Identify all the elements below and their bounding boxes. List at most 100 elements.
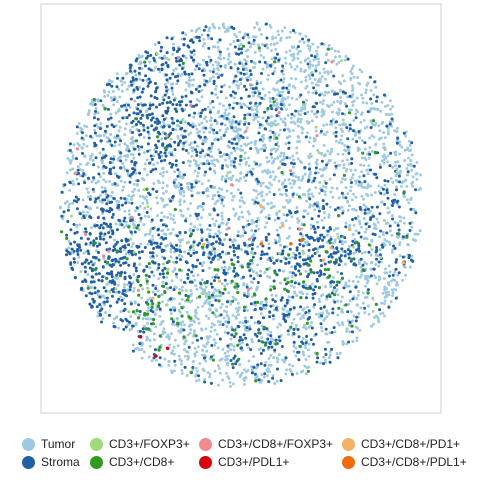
point-stroma [295, 248, 299, 252]
point-tumor [191, 274, 195, 278]
point-tumor [255, 196, 259, 200]
point-stroma [306, 275, 309, 279]
point-tumor [172, 183, 176, 187]
point-tumor [331, 288, 335, 292]
point-tumor [232, 194, 236, 198]
point-tumor [358, 147, 361, 151]
point-tumor [276, 105, 280, 109]
point-tumor [406, 163, 410, 167]
point-tumor [277, 353, 281, 357]
point-stroma [244, 336, 248, 340]
point-stroma [131, 253, 134, 257]
point-tumor [325, 130, 329, 134]
point-stroma [269, 304, 273, 308]
point-tumor [131, 222, 135, 226]
point-stroma [253, 372, 257, 376]
point-tumor [122, 248, 126, 252]
point-tumor [262, 56, 266, 60]
point-tumor [253, 160, 257, 164]
point-stroma [158, 103, 162, 107]
point-tumor [173, 221, 177, 225]
point-stroma [221, 243, 225, 247]
point-stroma [274, 108, 278, 112]
point-tumor [292, 114, 296, 118]
point-tumor [223, 330, 227, 334]
point-tumor [237, 179, 241, 183]
point-tumor [349, 76, 353, 80]
point-stroma [123, 277, 127, 281]
point-stroma [75, 125, 79, 129]
point-stroma [349, 249, 352, 253]
point-tumor [269, 336, 273, 340]
point-cd3-foxp3 [166, 267, 170, 271]
point-tumor [351, 173, 355, 177]
point-tumor [225, 27, 229, 31]
point-stroma [209, 282, 213, 286]
point-stroma [146, 84, 150, 88]
point-tumor [357, 290, 361, 293]
point-stroma [231, 106, 235, 110]
point-tumor [147, 132, 151, 136]
point-tumor [374, 253, 378, 257]
point-tumor [115, 199, 119, 203]
point-stroma [205, 279, 209, 283]
point-tumor [81, 210, 85, 214]
point-stroma [180, 100, 184, 104]
point-cd3-foxp3 [155, 52, 159, 56]
point-stroma [388, 164, 392, 168]
point-stroma [147, 113, 151, 117]
point-stroma [184, 103, 188, 107]
point-stroma [76, 253, 80, 256]
point-stroma [93, 144, 97, 148]
point-tumor [294, 354, 298, 358]
point-stroma [190, 56, 193, 59]
point-stroma [101, 226, 105, 230]
point-stroma [84, 227, 87, 231]
point-tumor [215, 332, 219, 336]
point-stroma [312, 271, 316, 275]
point-tumor [295, 372, 299, 375]
point-stroma [93, 224, 97, 228]
point-stroma [84, 294, 88, 298]
point-tumor [155, 308, 159, 312]
point-stroma [103, 232, 107, 236]
point-cd3-cd8 [173, 207, 177, 212]
point-stroma [294, 109, 298, 113]
point-stroma [172, 246, 176, 250]
point-tumor [310, 119, 314, 123]
point-stroma [260, 72, 263, 75]
point-tumor [396, 273, 400, 277]
point-stroma [320, 189, 324, 192]
point-tumor [279, 39, 282, 42]
point-tumor [284, 219, 288, 223]
point-tumor [363, 284, 367, 288]
point-stroma [92, 163, 96, 167]
point-tumor [336, 232, 340, 236]
point-stroma [324, 353, 328, 356]
point-tumor [99, 193, 102, 197]
point-tumor [213, 250, 217, 254]
point-stroma [313, 55, 317, 59]
point-tumor [365, 281, 369, 285]
point-tumor [217, 367, 221, 370]
point-tumor [341, 152, 345, 156]
point-stroma [148, 193, 152, 197]
point-tumor [111, 161, 114, 165]
point-tumor [235, 146, 239, 150]
point-tumor [96, 311, 100, 314]
point-stroma [199, 135, 202, 139]
point-tumor [104, 311, 107, 314]
point-stroma [119, 263, 123, 267]
point-tumor [334, 139, 338, 143]
point-tumor [212, 67, 216, 71]
point-tumor [115, 316, 118, 320]
point-stroma [312, 86, 316, 90]
point-stroma [312, 288, 316, 292]
point-tumor [212, 132, 216, 135]
point-cd3-cd8 [60, 230, 64, 234]
point-tumor [393, 220, 397, 224]
point-tumor [393, 164, 397, 168]
point-stroma [281, 86, 285, 90]
point-stroma [197, 67, 201, 71]
point-tumor [134, 312, 137, 316]
